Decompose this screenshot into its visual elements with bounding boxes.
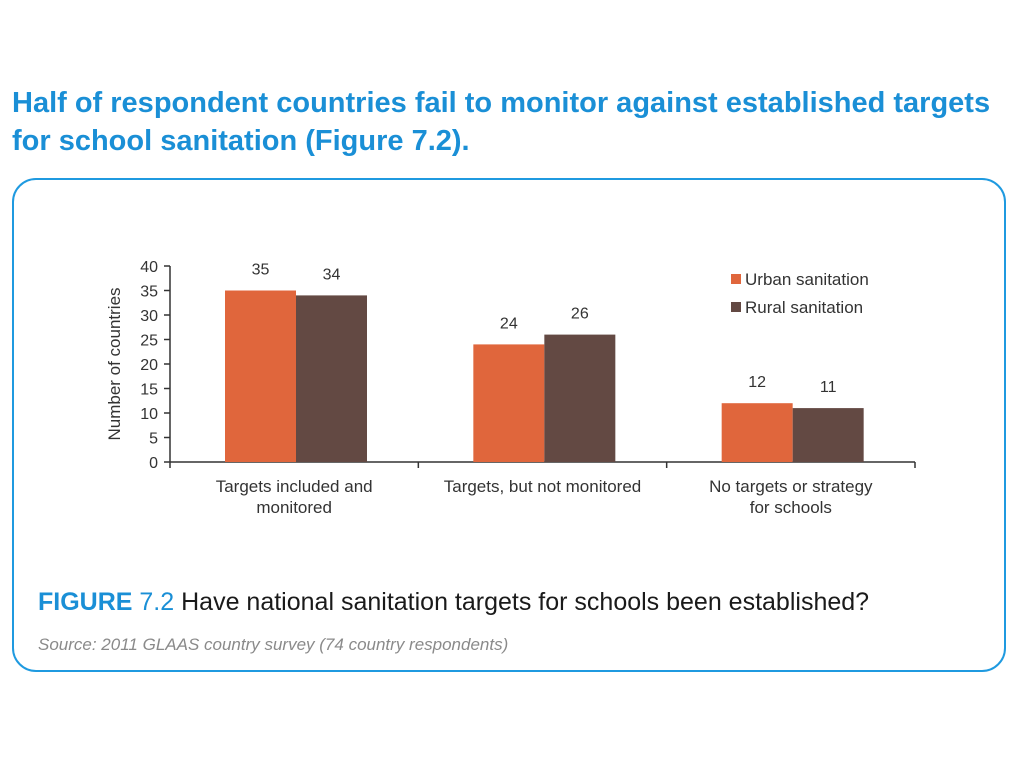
x-category-label: monitored bbox=[256, 498, 332, 517]
bar-value-label: 34 bbox=[323, 266, 341, 283]
figure-label-prefix: FIGURE bbox=[38, 588, 133, 616]
y-axis-title: Number of countries bbox=[105, 287, 124, 440]
figure-panel bbox=[12, 178, 1006, 672]
legend-swatch bbox=[731, 274, 741, 284]
y-tick-label: 40 bbox=[140, 259, 158, 276]
y-tick-label: 20 bbox=[140, 357, 158, 374]
figure-title: Have national sanitation targets for sch… bbox=[181, 588, 870, 616]
x-category-label: Targets, but not monitored bbox=[444, 477, 642, 496]
bar-rural-1 bbox=[544, 334, 616, 462]
y-tick-label: 10 bbox=[140, 406, 158, 423]
figure-source: Source: 2011 GLAAS country survey (74 co… bbox=[38, 635, 509, 654]
y-tick-label: 0 bbox=[149, 455, 158, 472]
y-tick-label: 25 bbox=[140, 333, 158, 350]
x-category-label: No targets or strategy bbox=[709, 477, 873, 496]
bar-urban-0 bbox=[225, 290, 296, 462]
bar-rural-0 bbox=[296, 295, 367, 462]
y-tick-label: 5 bbox=[149, 431, 158, 448]
legend-swatch bbox=[731, 302, 741, 312]
bar-urban-2 bbox=[721, 403, 793, 462]
y-tick-label: 30 bbox=[140, 308, 158, 325]
y-tick-label: 15 bbox=[140, 382, 158, 399]
legend-label: Rural sanitation bbox=[745, 298, 863, 317]
y-tick-label: 35 bbox=[140, 284, 158, 301]
bar-chart: 0 5 10 15 20 25 30 35 40 Number of countries 35 34 T… bbox=[105, 259, 916, 517]
bar-value-label: 26 bbox=[571, 306, 589, 323]
x-category-label: for schools bbox=[750, 498, 832, 517]
bar-value-label: 12 bbox=[748, 374, 766, 391]
figure-caption: FIGURE 7.2 Have national sanitation targ… bbox=[38, 586, 869, 618]
bar-rural-2 bbox=[792, 408, 864, 462]
bar-value-label: 24 bbox=[500, 315, 518, 332]
bar-urban-1 bbox=[473, 344, 545, 462]
bar-value-label: 11 bbox=[820, 379, 837, 396]
headline: Half of respondent countries fail to mon… bbox=[12, 87, 991, 157]
figure-label-number: 7.2 bbox=[139, 588, 175, 616]
legend-label: Urban sanitation bbox=[745, 270, 869, 289]
x-category-label: Targets included and bbox=[216, 477, 373, 496]
bar-value-label: 35 bbox=[252, 262, 270, 279]
